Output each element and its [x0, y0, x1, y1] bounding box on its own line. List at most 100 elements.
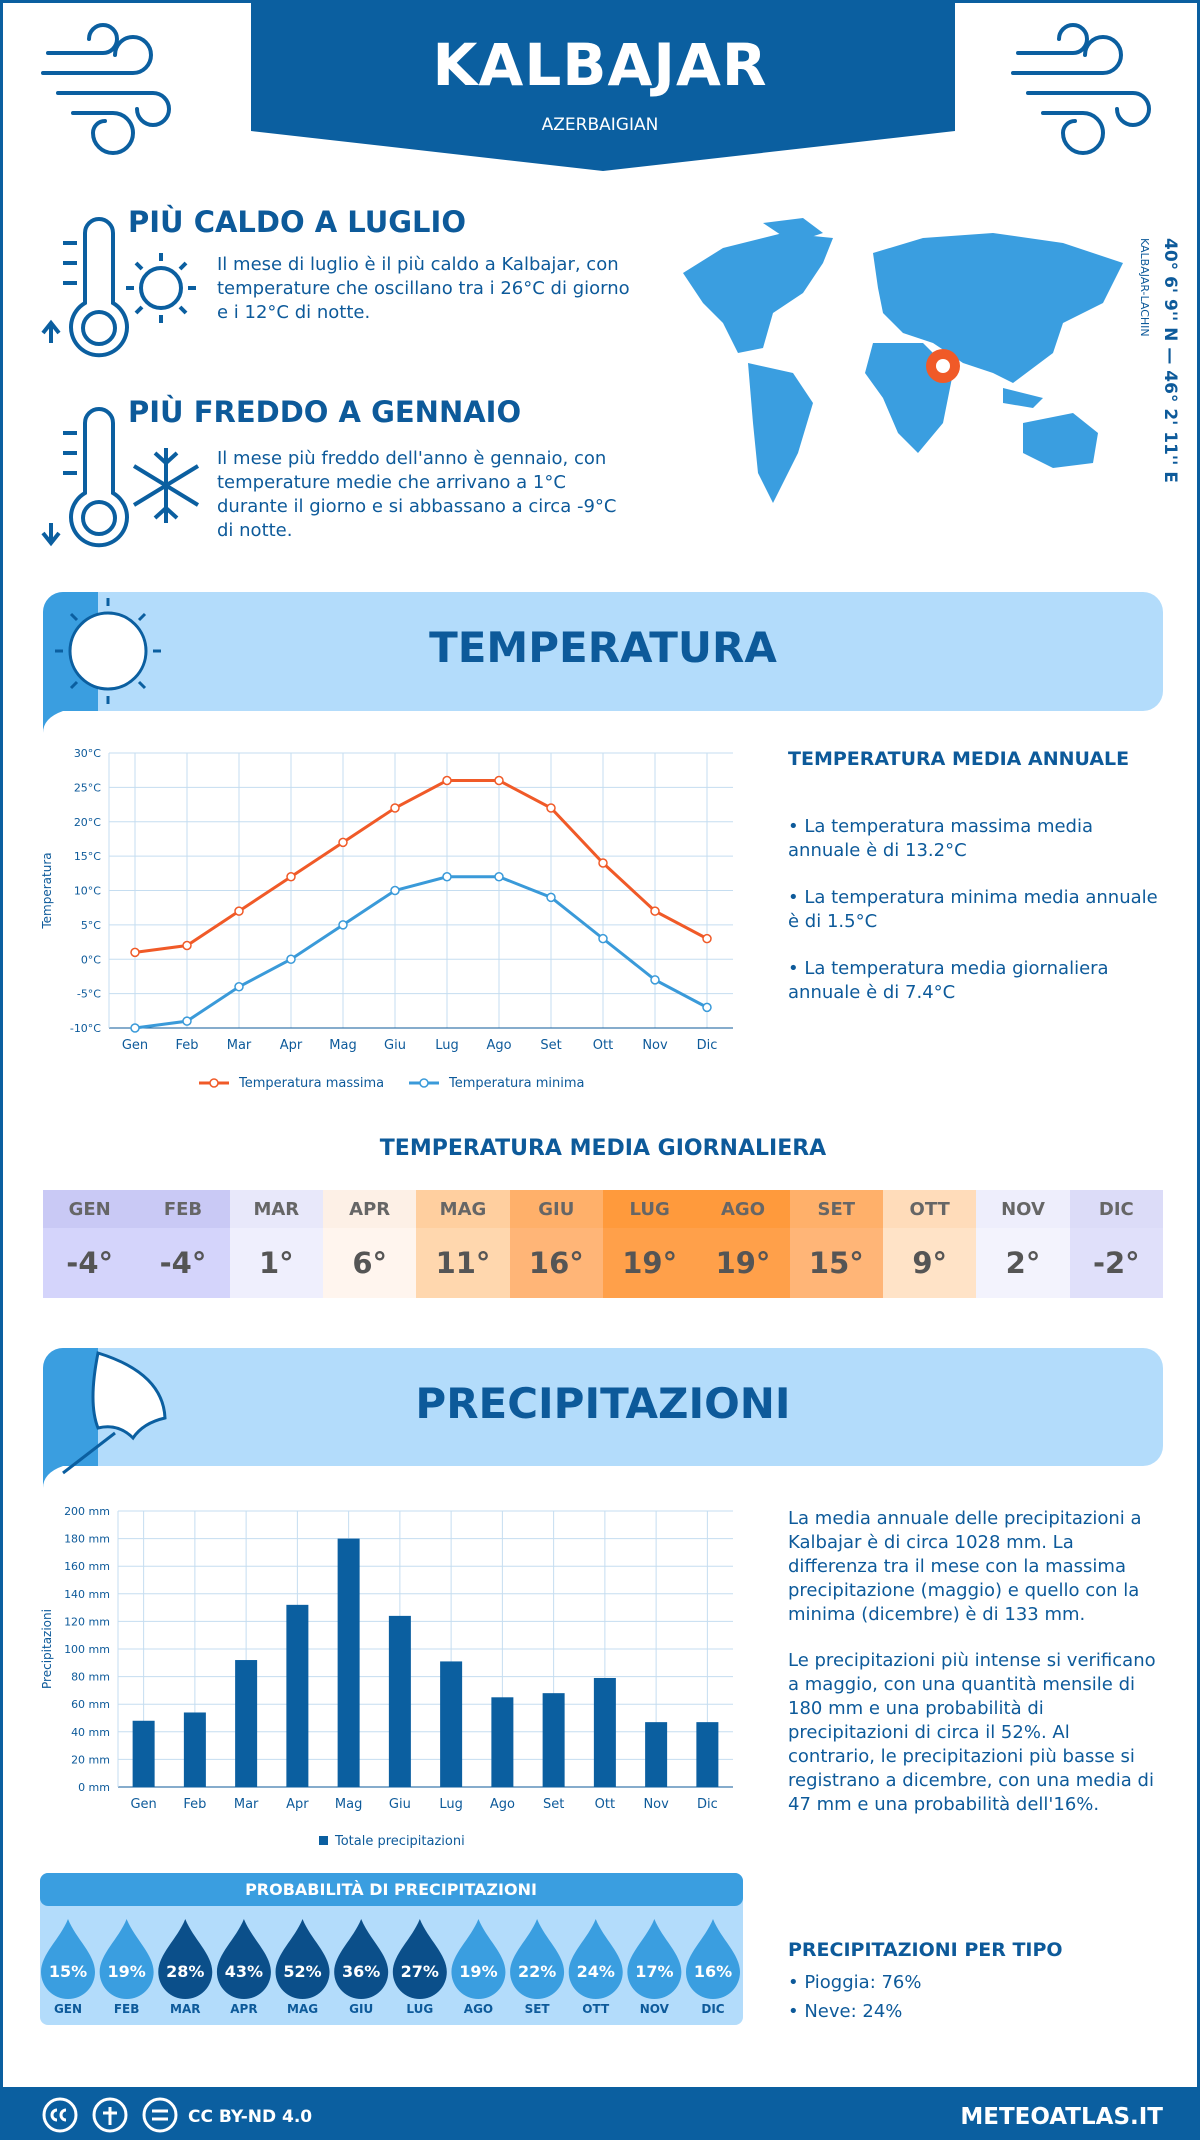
x-tick-label: Mar: [227, 1038, 252, 1053]
bar: [388, 1615, 411, 1787]
value-cell: 19°: [696, 1228, 790, 1298]
wind-icon-right: [1011, 23, 1151, 155]
value-cell: 6°: [323, 1228, 417, 1298]
drop: [99, 1919, 154, 2000]
x-tick-label: Mag: [329, 1038, 356, 1053]
month-cell: OTT: [883, 1190, 977, 1228]
point: [546, 892, 556, 903]
legend-label: Temperatura massima: [238, 1076, 384, 1091]
value-cell: -4°: [136, 1228, 230, 1298]
city-title: KALBAJAR: [432, 31, 768, 99]
y-tick-label: 30°C: [74, 747, 101, 760]
region: KALBAJAR-LACHIN: [1138, 238, 1151, 337]
point: [182, 940, 192, 951]
x-tick-label: Giu: [384, 1038, 406, 1053]
drop-label: 19%: [107, 1962, 145, 1981]
footer-bar: [3, 2087, 1197, 2140]
point: [286, 954, 296, 964]
artwork: 40° 6' 9'' N — 46° 2' 11'' E KALBAJAR-LA…: [3, 3, 1197, 2140]
point: [598, 933, 608, 944]
y-tick-label: 10°C: [74, 885, 101, 898]
value-cell: 11°: [416, 1228, 510, 1298]
drop-month: GIU: [349, 2002, 373, 2016]
drop-month: OTT: [582, 2002, 610, 2016]
point: [494, 872, 504, 882]
types-item: • Neve: 24%: [788, 2001, 903, 2022]
hot-icon: [41, 217, 196, 358]
x-tick-label: Ott: [593, 1038, 613, 1053]
x-tick-label: Apr: [286, 1797, 309, 1812]
value-cell: 9°: [883, 1228, 977, 1298]
line: [134, 875, 708, 1030]
drop-month: DIC: [701, 2002, 724, 2016]
bar: [491, 1697, 514, 1787]
temperature-title: TEMPERATURA: [429, 623, 777, 672]
drop: [334, 1919, 389, 1999]
precipitation-text: La media annuale delle precipitazioni a …: [788, 1508, 1142, 1625]
drop-label: 36%: [342, 1962, 380, 1981]
month-cell: FEB: [136, 1190, 230, 1228]
legend-marker: [209, 1078, 219, 1088]
drop-label: 15%: [49, 1962, 87, 1981]
drop-month: APR: [230, 2002, 257, 2016]
point: [702, 933, 712, 944]
y-tick-label: 160 mm: [64, 1560, 110, 1573]
drop-month: AGO: [464, 2002, 493, 2016]
annual-item: • La temperatura massima media annuale è…: [788, 816, 1094, 861]
bar: [593, 1677, 616, 1787]
y-tick-label: 20 mm: [71, 1753, 110, 1766]
x-tick-label: Apr: [280, 1038, 303, 1053]
drop-month: FEB: [114, 2002, 140, 2016]
month-cell: GIU: [509, 1190, 603, 1228]
hottest-text: Il mese di luglio è il più caldo a Kalba…: [217, 254, 630, 323]
y-tick-label: 0 mm: [78, 1781, 110, 1794]
month-cell: APR: [323, 1190, 417, 1228]
month-cell: MAR: [229, 1190, 323, 1228]
x-tick-label: Gen: [130, 1797, 156, 1812]
y-tick-label: 40 mm: [71, 1726, 110, 1739]
drop-month: GEN: [54, 2002, 82, 2016]
point: [338, 920, 348, 930]
header-banner: [251, 3, 955, 171]
precipitation-text: Le precipitazioni più intense si verific…: [788, 1650, 1156, 1815]
point: [442, 872, 452, 882]
x-tick-label: Nov: [643, 1797, 669, 1812]
x-tick-label: Lug: [439, 1797, 463, 1812]
bar: [235, 1660, 258, 1787]
drop-label: 24%: [577, 1962, 615, 1981]
month-cell: MAG: [416, 1190, 510, 1228]
x-tick-label: Giu: [389, 1797, 411, 1812]
drop-label: 17%: [635, 1962, 673, 1981]
x-tick-label: Lug: [435, 1038, 459, 1053]
point: [390, 885, 400, 896]
drop-label: 52%: [283, 1962, 321, 1981]
x-tick-label: Feb: [183, 1797, 206, 1812]
bar: [286, 1604, 309, 1787]
month-cell: SET: [789, 1190, 883, 1228]
drop-month: MAR: [170, 2002, 200, 2016]
daily-table: GEN -4° FEB -4° MAR 1° APR 6° MAG 11° GIU 16° LUG 19°…: [43, 1190, 1163, 1298]
location-marker-center: [936, 359, 950, 373]
legend-label: Totale precipitazioni: [334, 1834, 465, 1849]
coldest-title: PIÙ FREDDO A GENNAIO: [128, 395, 522, 429]
temperature-banner: [43, 592, 1163, 711]
bar: [337, 1538, 360, 1787]
drop-label: 19%: [459, 1962, 497, 1981]
x-tick-label: Ago: [486, 1038, 511, 1053]
types-item: • Pioggia: 76%: [788, 1972, 922, 1993]
drop: [686, 1919, 740, 1999]
point: [286, 872, 296, 882]
drop: [41, 1919, 95, 1999]
point: [442, 775, 452, 786]
point: [234, 982, 244, 992]
bar: [183, 1712, 206, 1787]
sun-icon: [55, 598, 161, 704]
bar: [645, 1722, 668, 1787]
x-tick-label: Nov: [642, 1038, 668, 1053]
y-tick-label: 5°C: [81, 919, 101, 932]
wind-icon-left: [41, 23, 171, 155]
drop: [627, 1919, 682, 1999]
value-cell: 2°: [976, 1228, 1070, 1298]
value-cell: 15°: [789, 1228, 883, 1298]
